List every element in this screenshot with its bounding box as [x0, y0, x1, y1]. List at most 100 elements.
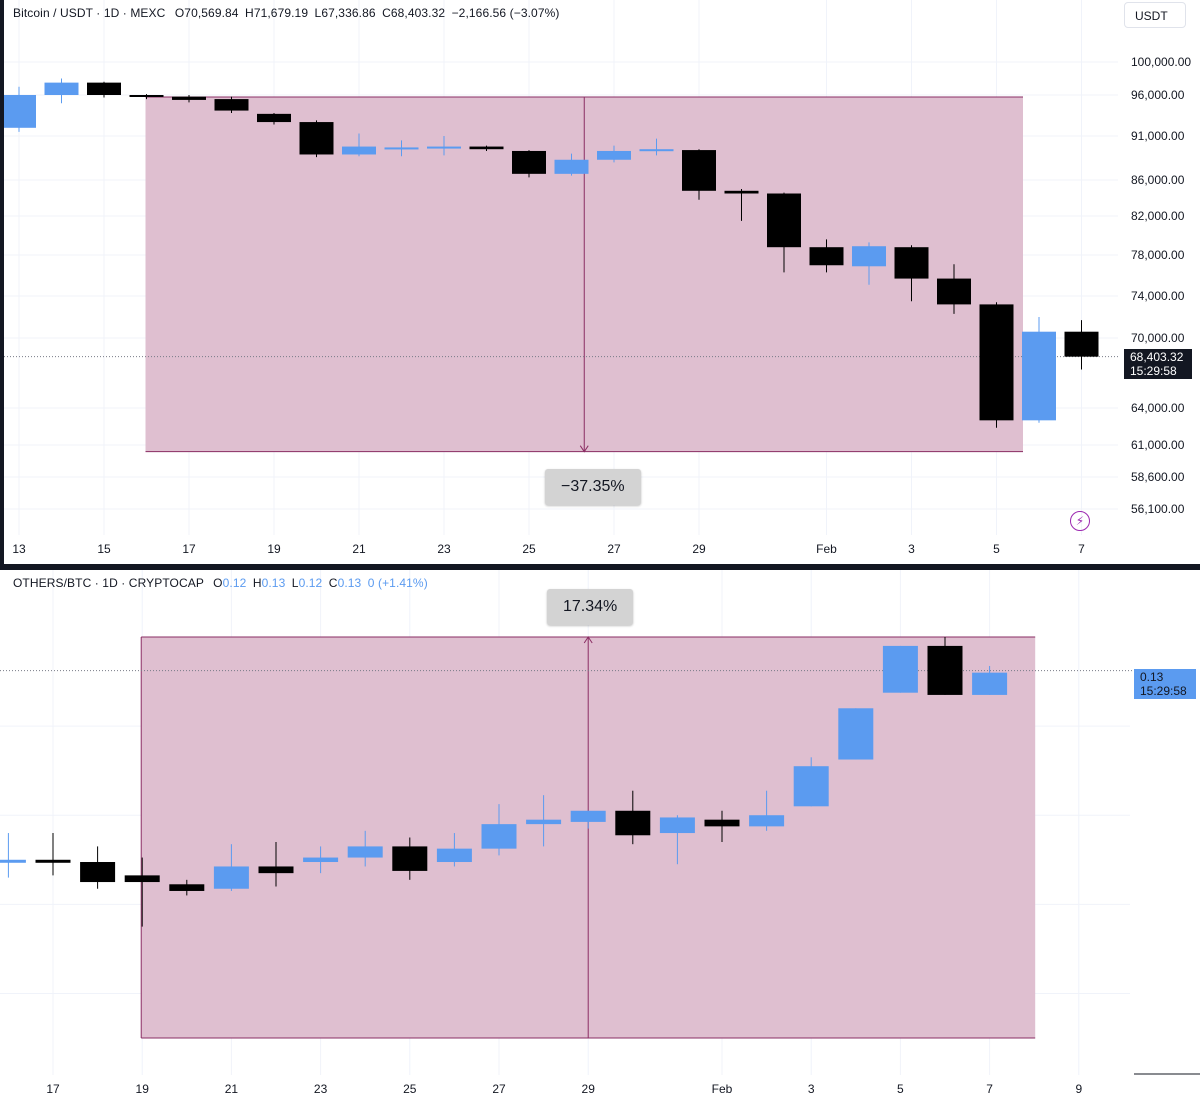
btc-measure-arrow-head	[579, 445, 589, 453]
others-candle-body-10	[436, 848, 472, 863]
btc-change-value: −2,166.56 (−3.07%)	[451, 6, 560, 20]
btc-countdown: 15:29:58	[1130, 364, 1177, 378]
btc-y-tick-4: 82,000.00	[1131, 209, 1185, 223]
others-candle-body-13	[570, 810, 606, 822]
others-measure-percent-label: 17.34%	[547, 589, 634, 625]
others-open-label: O	[213, 576, 223, 590]
btc-candle-body-2	[87, 82, 121, 95]
btc-y-tick-1: 96,000.00	[1131, 88, 1185, 102]
btc-y-tick-9: 61,000.00	[1131, 438, 1185, 452]
pane-divider[interactable]	[0, 564, 1200, 570]
btc-x-tick-11: 5	[993, 542, 1000, 556]
others-candle-body-12	[526, 819, 562, 825]
btc-legend: Bitcoin / USDT · 1D · MEXC O70,569.84 H7…	[13, 6, 559, 20]
others-x-tick-4: 25	[403, 1082, 417, 1096]
btc-x-tick-3: 19	[267, 542, 281, 556]
btc-y-tick-3: 86,000.00	[1131, 173, 1185, 187]
btc-symbol[interactable]: Bitcoin / USDT · 1D · MEXC	[13, 6, 166, 20]
btc-y-tick-11: 56,100.00	[1131, 502, 1185, 516]
others-x-tick-10: 7	[986, 1082, 993, 1096]
others-candle-body-15	[659, 817, 695, 834]
others-x-tick-9: 5	[897, 1082, 904, 1096]
btc-y-tick-2: 91,000.00	[1131, 129, 1185, 143]
btc-candle-body-15	[639, 149, 674, 152]
others-close-value: 0.13	[337, 576, 362, 590]
others-candle-body-8	[347, 846, 383, 858]
others-open-value: 0.12	[222, 576, 247, 590]
btc-candle-body-21	[894, 247, 929, 279]
btc-candle-body-13	[554, 159, 589, 174]
btc-last-price-value: 68,403.32	[1130, 350, 1184, 364]
btc-candle-body-18	[767, 193, 801, 248]
btc-x-tick-4: 21	[352, 542, 366, 556]
others-symbol[interactable]: OTHERS/BTC · 1D · CRYPTOCAP	[13, 576, 204, 590]
btc-candle-body-19	[809, 247, 844, 266]
others-x-tick-6: 29	[582, 1082, 596, 1096]
others-candle-body-0	[0, 859, 26, 863]
others-legend: OTHERS/BTC · 1D · CRYPTOCAP O0.12 H0.13 …	[13, 576, 428, 590]
left-edge-border	[0, 0, 4, 564]
btc-close-value: 68,403.32	[390, 6, 446, 20]
btc-chart-canvas[interactable]: 100,000.00 96,000.00 91,000.00 86,000.00 82,…	[0, 0, 1200, 564]
btc-last-price-tag: 68,403.32 15:29:58	[1124, 349, 1192, 379]
btc-y-tick-0: 100,000.00	[1131, 55, 1191, 69]
btc-chart-pane[interactable]: 100,000.00 96,000.00 91,000.00 86,000.00 82,…	[0, 0, 1200, 564]
others-candle-body-19	[838, 708, 874, 760]
others-candle-body-2	[80, 862, 116, 883]
others-candle-body-3	[124, 875, 160, 883]
others-candle-body-14	[615, 810, 651, 836]
btc-candle-body-1	[44, 82, 79, 95]
currency-unit-button[interactable]: USDT	[1124, 2, 1186, 28]
btc-y-tick-5: 78,000.00	[1131, 248, 1185, 262]
others-x-tick-3: 23	[314, 1082, 328, 1096]
others-candle-body-22	[972, 672, 1008, 695]
btc-y-tick-7: 70,000.00	[1131, 331, 1185, 345]
others-high-value: 0.13	[261, 576, 286, 590]
others-candle-body-7	[303, 857, 339, 863]
others-measure-arrow-head	[583, 636, 593, 644]
btc-x-tick-9: Feb	[816, 542, 837, 556]
btc-candle-body-14	[597, 150, 631, 160]
btc-x-tick-8: 29	[692, 542, 706, 556]
others-candle-body-16	[704, 819, 740, 827]
btc-x-tick-12: 7	[1078, 542, 1085, 556]
btc-x-tick-6: 25	[522, 542, 536, 556]
btc-candle-body-20	[852, 246, 886, 267]
others-change-value: 0 (+1.41%)	[367, 576, 428, 590]
others-candle-body-18	[793, 766, 829, 807]
others-close-label: C	[328, 576, 338, 590]
btc-high-label: H	[245, 6, 254, 20]
btc-candle-body-0	[2, 95, 36, 128]
btc-x-tick-1: 15	[97, 542, 111, 556]
others-countdown: 15:29:58	[1140, 684, 1187, 698]
others-x-tick-0: 17	[46, 1082, 60, 1096]
btc-x-tick-10: 3	[908, 542, 915, 556]
others-chart-canvas[interactable]: 17 19 21 23 25 27 29 Feb 3 5 7 9	[0, 570, 1200, 1100]
btc-low-label: L	[314, 6, 322, 20]
others-x-tick-7: Feb	[712, 1082, 733, 1096]
others-candle-body-4	[169, 884, 205, 891]
others-last-price-tag: 0.13 15:29:58	[1134, 669, 1196, 699]
btc-candle-body-17	[724, 190, 759, 194]
others-candle-body-20	[882, 645, 918, 693]
btc-candle-body-24	[1022, 331, 1056, 421]
btc-x-tick-2: 17	[182, 542, 196, 556]
btc-candle-body-4	[172, 96, 206, 100]
btc-candle-body-12	[512, 150, 546, 174]
others-candle-body-1	[35, 859, 71, 863]
btc-candle-body-6	[257, 113, 291, 123]
btc-open-value: 70,569.84	[184, 6, 239, 20]
others-last-price-value: 0.13	[1140, 670, 1164, 684]
btc-y-tick-6: 74,000.00	[1131, 289, 1185, 303]
btc-candle-body-5	[214, 99, 249, 111]
others-low-label: L	[291, 576, 299, 590]
others-x-tick-8: 3	[808, 1082, 815, 1096]
btc-candle-body-23	[979, 304, 1014, 421]
btc-y-tick-10: 58,600.00	[1131, 470, 1185, 484]
btc-candle-body-22	[937, 278, 971, 305]
btc-candle-body-7	[299, 122, 334, 155]
btc-x-tick-5: 23	[437, 542, 451, 556]
others-chart-pane[interactable]: 17 19 21 23 25 27 29 Feb 3 5 7 9 OTHERS/BTC · 1D · …	[0, 570, 1200, 1100]
lightning-icon[interactable]: ⚡	[1070, 511, 1090, 531]
others-candle-body-11	[481, 824, 517, 849]
